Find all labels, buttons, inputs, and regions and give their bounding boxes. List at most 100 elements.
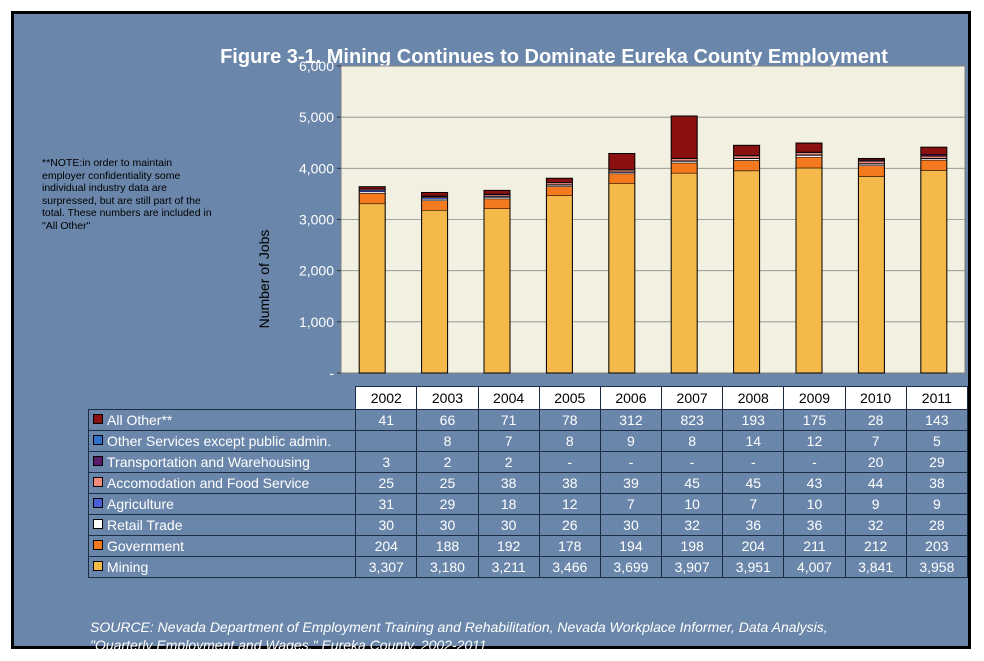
table-corner	[89, 387, 356, 410]
chart-title: Figure 3-1. Mining Continues to Dominate…	[220, 46, 888, 68]
bar-segment	[920, 170, 948, 374]
bar-segment	[733, 170, 760, 374]
data-label: 29	[416, 493, 479, 515]
legend-entry: Other Services except public admin.	[87, 430, 357, 452]
y-tick-label: 6,000	[299, 58, 334, 74]
data-label: 25	[416, 472, 479, 494]
data-label: 3,958	[905, 556, 969, 578]
data-label: 4,007	[783, 556, 846, 578]
x-tick-label: 2002	[355, 386, 418, 410]
bar-outline	[358, 186, 386, 374]
bar-segment	[608, 183, 636, 374]
y-tick-label: 2,000	[299, 263, 334, 279]
data-label: 20	[844, 451, 907, 473]
data-label: 38	[905, 472, 969, 494]
data-label: 45	[661, 472, 724, 494]
bar-segment	[858, 161, 885, 164]
data-label: -	[722, 451, 785, 473]
data-label: 178	[538, 535, 601, 557]
bar-outline	[795, 142, 823, 374]
bar-segment	[733, 160, 760, 172]
bar-outline	[483, 189, 511, 374]
x-tick-label: 2007	[661, 386, 724, 410]
bar-outline	[421, 191, 449, 374]
data-label: 30	[599, 514, 663, 536]
data-label: 14	[722, 430, 785, 452]
data-label: 38	[477, 472, 540, 494]
data-label: 3,907	[661, 556, 724, 578]
data-label: 32	[844, 514, 907, 536]
legend-swatch	[93, 477, 103, 487]
data-label: 29	[905, 451, 969, 473]
table-row: Transportation and Warehousing 3 2 2- - - - -20…	[87, 451, 969, 473]
data-label: 43	[783, 472, 846, 494]
data-label: 38	[538, 472, 601, 494]
data-label: 3,841	[844, 556, 907, 578]
data-table: 2002 2003 2004 2005 2006 2007 2008 2009 2010 2011…	[87, 386, 969, 578]
y-tick-label: 1,000	[299, 314, 334, 330]
data-label: 192	[477, 535, 540, 557]
data-label: 26	[538, 514, 601, 536]
data-label: 10	[783, 493, 846, 515]
bar-outline	[920, 146, 948, 374]
bar-segment	[358, 203, 386, 374]
data-label: 31	[355, 493, 418, 515]
bar-segment	[608, 153, 636, 170]
data-label: 18	[477, 493, 540, 515]
bar-segment	[421, 210, 448, 374]
data-label: 3	[355, 451, 418, 473]
bar-segment	[546, 195, 573, 374]
data-label: 36	[722, 514, 785, 536]
data-label: 28	[905, 514, 969, 536]
data-label: 39	[599, 472, 663, 494]
table-row: Accomodation and Food Service 25 25 38 38 39 4…	[87, 472, 969, 494]
legend-swatch	[93, 561, 103, 571]
bar-segment	[670, 162, 698, 174]
bar-segment	[795, 152, 823, 156]
source-note: SOURCE: Nevada Department of Employment …	[90, 618, 828, 654]
data-label: 203	[905, 535, 969, 557]
data-label: 312	[599, 409, 663, 431]
bar-segment	[795, 142, 823, 153]
data-label: 32	[661, 514, 724, 536]
bar-segment	[358, 193, 386, 205]
legend-entry: Mining	[87, 556, 357, 578]
data-label: 5	[905, 430, 969, 452]
stacked-bar-chart: - 1,000 2,000 3,000 4,000 5,000 6,000	[299, 58, 966, 381]
data-label: 28	[844, 409, 907, 431]
data-label: 3,211	[477, 556, 540, 578]
bar-segment	[920, 159, 948, 171]
confidentiality-note: **NOTE:in order to maintain employer con…	[42, 157, 212, 232]
chart-frame: Figure 3-1. Mining Continues to Dominate…	[11, 11, 971, 653]
legend-swatch	[93, 435, 103, 445]
data-label: 25	[355, 472, 418, 494]
source-line-2: "Quarterly Employment and Wages," Eureka…	[90, 637, 487, 653]
data-label: 3,699	[599, 556, 663, 578]
data-label	[355, 430, 418, 452]
data-label: 198	[661, 535, 724, 557]
data-label: 2	[416, 451, 479, 473]
bar-outline	[608, 152, 636, 374]
data-label: -	[538, 451, 601, 473]
bar-segment	[795, 156, 823, 169]
x-tick-label: 2005	[538, 386, 601, 410]
legend-entry: Retail Trade	[87, 514, 357, 536]
series-name: Retail Trade	[107, 517, 183, 533]
x-tick-label: 2004	[477, 386, 540, 410]
data-label: 10	[661, 493, 724, 515]
bar-outline	[545, 177, 573, 374]
legend-swatch	[93, 519, 103, 529]
bar-outline	[670, 115, 698, 374]
series-name: Accomodation and Food Service	[107, 475, 310, 491]
data-label: 36	[783, 514, 846, 536]
table-row: Retail Trade 30 30 30 26 30 32 36 36 32 28	[87, 514, 969, 536]
data-label: 3,466	[538, 556, 601, 578]
y-tick-label: 3,000	[299, 212, 334, 228]
x-tick-label: 2003	[416, 386, 479, 410]
bar-segment	[608, 173, 636, 184]
data-label: 204	[722, 535, 785, 557]
legend-swatch	[93, 540, 103, 550]
y-tick-label: 4,000	[299, 160, 334, 176]
table-row: Government 204 188 192 178 194 198 204 211 212 203	[87, 535, 969, 557]
data-label: 8	[538, 430, 601, 452]
